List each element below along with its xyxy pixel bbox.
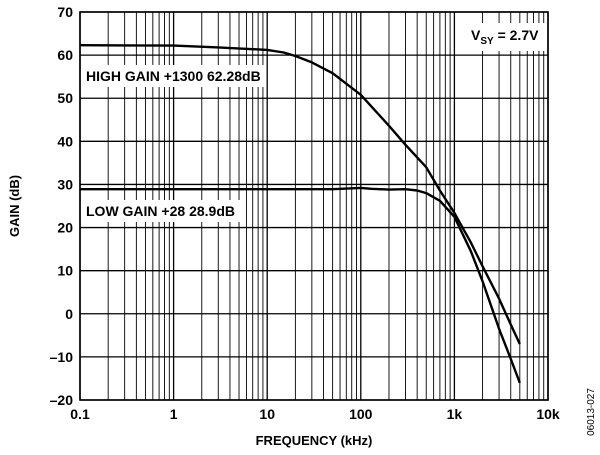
y-tick-label: 30: [57, 176, 73, 192]
supply-voltage-label-box: [465, 23, 546, 51]
high-gain-label: HIGH GAIN +1300 62.28dB: [86, 68, 261, 84]
y-tick-label: –20: [50, 392, 74, 408]
series-layer: [79, 44, 521, 384]
y-tick-labels: 70 60 50 40 30 20 10 0 –10 –20: [50, 4, 74, 408]
supply-voltage-subscript: SY: [480, 36, 494, 47]
x-axis-label: FREQUENCY (kHz): [256, 433, 373, 448]
y-tick-label: 20: [57, 220, 73, 236]
figure-id: 06013-027: [586, 388, 597, 436]
supply-voltage-label: VSY = 2.7V: [471, 27, 539, 47]
x-tick-label: 1: [170, 406, 178, 422]
y-tick-label: 0: [65, 306, 73, 322]
y-tick-label: 10: [57, 263, 73, 279]
plot-frame: [79, 11, 549, 401]
y-tick-label: 70: [57, 4, 73, 20]
x-tick-label: 0.1: [70, 406, 90, 422]
y-tick-label: 60: [57, 47, 73, 63]
x-tick-label: 10k: [536, 406, 560, 422]
y-tick-label: 40: [57, 133, 73, 149]
x-tick-label: 10: [259, 406, 275, 422]
supply-voltage-symbol: V: [471, 27, 481, 43]
x-tick-labels: 0.1 1 10 100 1k 10k: [70, 406, 560, 422]
low-gain-label: LOW GAIN +28 28.9dB: [86, 203, 235, 219]
y-axis-label: GAIN (dB): [7, 175, 22, 237]
low-gain-label-box: [81, 200, 240, 222]
x-tick-label: 100: [349, 406, 373, 422]
x-tick-label: 1k: [447, 406, 463, 422]
supply-voltage-value: = 2.7V: [494, 27, 539, 43]
y-tick-label: –10: [50, 349, 74, 365]
y-tick-label: 50: [57, 90, 73, 106]
high-gain-curve: [79, 44, 521, 345]
high-gain-label-box: [81, 65, 266, 87]
low-gain-curve: [80, 186, 521, 384]
